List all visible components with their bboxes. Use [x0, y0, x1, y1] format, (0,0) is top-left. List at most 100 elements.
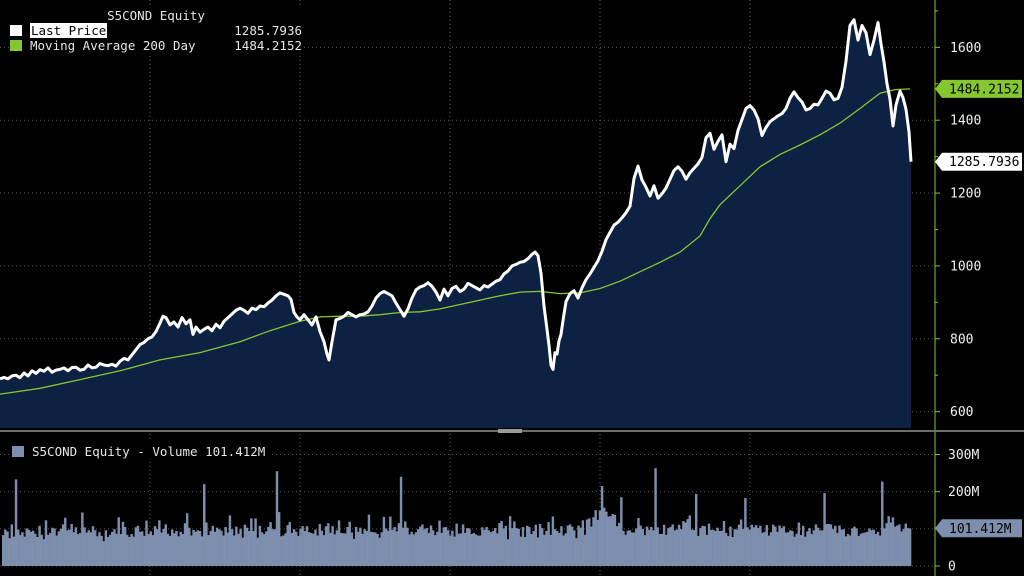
volume-bar	[158, 520, 161, 566]
volume-bar	[98, 532, 101, 566]
volume-bar	[399, 476, 403, 566]
volume-bar	[739, 519, 743, 566]
volume-bar	[750, 524, 754, 566]
volume-bar	[468, 528, 471, 566]
volume-bar	[566, 525, 570, 566]
volume-bar	[194, 531, 197, 566]
volume-bar	[885, 523, 888, 566]
volume-bar	[175, 531, 178, 566]
volume-bar	[438, 520, 441, 566]
volume-bar	[282, 535, 285, 566]
volume-bar	[596, 519, 600, 566]
volume-bar	[902, 528, 905, 566]
volume-bar	[96, 536, 99, 566]
volume-bar	[523, 537, 527, 566]
volume-bar	[643, 535, 647, 566]
volume-bar	[132, 536, 135, 566]
volume-bar	[622, 531, 625, 566]
volume-bar	[361, 533, 364, 566]
volume-bar	[684, 522, 687, 566]
volume-bar	[320, 530, 324, 566]
volume-bar	[374, 532, 377, 566]
volume-bar	[130, 534, 133, 566]
volume-bar	[498, 523, 501, 566]
volume-bar	[292, 529, 296, 566]
volume-bar	[771, 524, 775, 566]
volume-bar	[79, 532, 82, 566]
volume-bar	[816, 527, 820, 566]
volume-bar	[203, 484, 206, 566]
volume-bar	[269, 522, 272, 566]
volume-bar	[181, 534, 185, 566]
volume-bar	[481, 527, 484, 566]
volume-tick-label: 0	[948, 560, 956, 575]
volume-bar	[252, 531, 255, 566]
volume-bar	[226, 532, 230, 566]
volume-bar	[906, 528, 910, 566]
volume-bar	[742, 528, 745, 566]
volume-bar	[421, 524, 424, 566]
volume-bar	[626, 530, 629, 566]
volume-bar	[102, 541, 105, 566]
volume-bar	[891, 517, 895, 566]
volume-bar	[76, 534, 80, 566]
volume-bar	[900, 531, 903, 566]
volume-bar	[746, 527, 749, 566]
volume-bar	[211, 525, 215, 566]
volume-bar	[51, 527, 54, 566]
volume-bar	[344, 533, 347, 566]
last-price-tag-bg	[935, 152, 1022, 171]
volume-bar	[389, 516, 392, 566]
legend-item-label: Last Price	[30, 23, 108, 38]
volume-bar	[859, 533, 863, 566]
volume-bar	[318, 524, 321, 566]
volume-bar	[220, 530, 223, 566]
volume-bar	[632, 532, 636, 566]
volume-bar	[791, 531, 794, 566]
volume-bar	[429, 525, 433, 566]
volume-bar	[866, 531, 869, 566]
volume-bar	[57, 531, 61, 566]
volume-bar	[397, 523, 401, 566]
legend-item-last-price: Last Price 1285.7936	[10, 23, 302, 38]
volume-bar	[446, 530, 450, 566]
volume-bar	[513, 521, 516, 566]
volume-bar	[337, 520, 341, 566]
volume-bar	[307, 532, 311, 566]
volume-bar	[799, 535, 803, 566]
volume-bar	[457, 533, 461, 566]
volume-bar	[83, 527, 86, 566]
volume-bar	[630, 532, 634, 566]
volume-bar	[564, 533, 567, 566]
volume-bar	[470, 534, 473, 566]
volume-bar	[754, 525, 758, 566]
volume-bar	[230, 529, 234, 566]
volume-bar	[425, 528, 428, 566]
volume-bar	[808, 528, 811, 566]
volume-bar	[761, 532, 764, 566]
volume-bar	[134, 527, 138, 566]
volume-last-tag-text: 101.412M	[949, 522, 1012, 537]
volume-bar	[87, 530, 90, 566]
volume-bar	[346, 527, 349, 566]
volume-bar	[812, 530, 816, 566]
volume-bar	[735, 529, 739, 566]
volume-bar	[16, 529, 20, 566]
volume-last-tag: 101.412M	[935, 519, 1022, 538]
volume-bar	[861, 532, 865, 566]
last-price-swatch	[10, 25, 22, 36]
legend-item-label: Moving Average 200 Day	[30, 38, 196, 53]
volume-bar	[436, 531, 439, 566]
volume-bar	[117, 517, 120, 566]
volume-bar	[290, 532, 294, 566]
volume-bar	[365, 531, 369, 566]
panel-splitter-handle[interactable]	[498, 429, 522, 433]
legend-item-value: 1285.7936	[234, 23, 302, 38]
volume-bar	[380, 532, 384, 566]
volume-bar	[423, 529, 426, 566]
volume-bar	[177, 536, 180, 566]
volume-bar	[534, 524, 538, 566]
volume-bar	[64, 517, 67, 566]
volume-bar	[744, 498, 747, 566]
